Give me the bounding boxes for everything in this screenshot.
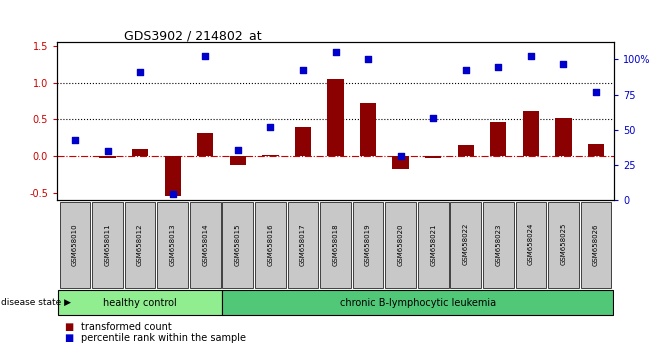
- Point: [428, 115, 439, 121]
- Bar: [556, 118, 572, 156]
- FancyBboxPatch shape: [450, 202, 481, 287]
- Text: GSM658010: GSM658010: [72, 223, 78, 266]
- Point: [558, 62, 569, 67]
- Point: [70, 137, 81, 143]
- Point: [297, 68, 308, 73]
- Text: GSM658024: GSM658024: [528, 223, 534, 266]
- Point: [493, 64, 504, 69]
- Text: GSM658023: GSM658023: [495, 223, 501, 266]
- FancyBboxPatch shape: [515, 202, 546, 287]
- Bar: [588, 144, 604, 156]
- Bar: [262, 155, 278, 156]
- FancyBboxPatch shape: [190, 202, 221, 287]
- FancyBboxPatch shape: [255, 202, 286, 287]
- Point: [525, 53, 536, 58]
- FancyBboxPatch shape: [580, 202, 611, 287]
- Bar: [491, 122, 507, 156]
- Point: [102, 148, 113, 154]
- Point: [590, 89, 601, 95]
- Text: chronic B-lymphocytic leukemia: chronic B-lymphocytic leukemia: [340, 298, 496, 308]
- FancyBboxPatch shape: [418, 202, 448, 287]
- Bar: [360, 103, 376, 156]
- Text: GSM658016: GSM658016: [267, 223, 273, 266]
- Bar: [229, 156, 246, 165]
- FancyBboxPatch shape: [320, 202, 351, 287]
- Text: disease state ▶: disease state ▶: [1, 298, 71, 307]
- FancyBboxPatch shape: [385, 202, 416, 287]
- Bar: [295, 127, 311, 156]
- FancyBboxPatch shape: [157, 202, 188, 287]
- FancyBboxPatch shape: [223, 290, 613, 315]
- Text: GSM658026: GSM658026: [593, 223, 599, 266]
- Point: [460, 67, 471, 73]
- Text: ■: ■: [64, 322, 73, 332]
- Bar: [132, 149, 148, 156]
- Text: GSM658022: GSM658022: [463, 223, 469, 266]
- Text: percentile rank within the sample: percentile rank within the sample: [81, 333, 246, 343]
- Text: GDS3902 / 214802_at: GDS3902 / 214802_at: [124, 29, 262, 42]
- Text: ■: ■: [64, 333, 73, 343]
- Text: GSM658012: GSM658012: [137, 223, 143, 266]
- Text: GSM658020: GSM658020: [398, 223, 404, 266]
- FancyBboxPatch shape: [288, 202, 318, 287]
- FancyBboxPatch shape: [223, 202, 253, 287]
- Text: GSM658021: GSM658021: [430, 223, 436, 266]
- Text: GSM658015: GSM658015: [235, 223, 241, 266]
- FancyBboxPatch shape: [125, 202, 156, 287]
- Point: [232, 147, 243, 153]
- Text: healthy control: healthy control: [103, 298, 177, 308]
- FancyBboxPatch shape: [58, 290, 223, 315]
- FancyBboxPatch shape: [483, 202, 514, 287]
- Point: [200, 53, 211, 58]
- Bar: [425, 156, 442, 158]
- Point: [395, 153, 406, 159]
- FancyBboxPatch shape: [353, 202, 383, 287]
- Text: GSM658011: GSM658011: [105, 223, 111, 266]
- Bar: [458, 145, 474, 156]
- Text: GSM658019: GSM658019: [365, 223, 371, 266]
- Bar: [197, 133, 213, 156]
- Bar: [327, 79, 344, 156]
- Bar: [164, 156, 180, 196]
- Point: [363, 56, 374, 62]
- Bar: [393, 156, 409, 169]
- Text: GSM658017: GSM658017: [300, 223, 306, 266]
- FancyBboxPatch shape: [548, 202, 579, 287]
- Text: GSM658018: GSM658018: [333, 223, 338, 266]
- FancyBboxPatch shape: [60, 202, 91, 287]
- Point: [330, 49, 341, 55]
- Text: transformed count: transformed count: [81, 322, 171, 332]
- Text: GSM658025: GSM658025: [560, 223, 566, 266]
- Bar: [523, 110, 539, 156]
- Text: GSM658013: GSM658013: [170, 223, 176, 266]
- Point: [167, 191, 178, 197]
- Point: [135, 69, 146, 75]
- Bar: [99, 156, 115, 158]
- Point: [265, 124, 276, 130]
- Text: GSM658014: GSM658014: [202, 223, 208, 266]
- FancyBboxPatch shape: [92, 202, 123, 287]
